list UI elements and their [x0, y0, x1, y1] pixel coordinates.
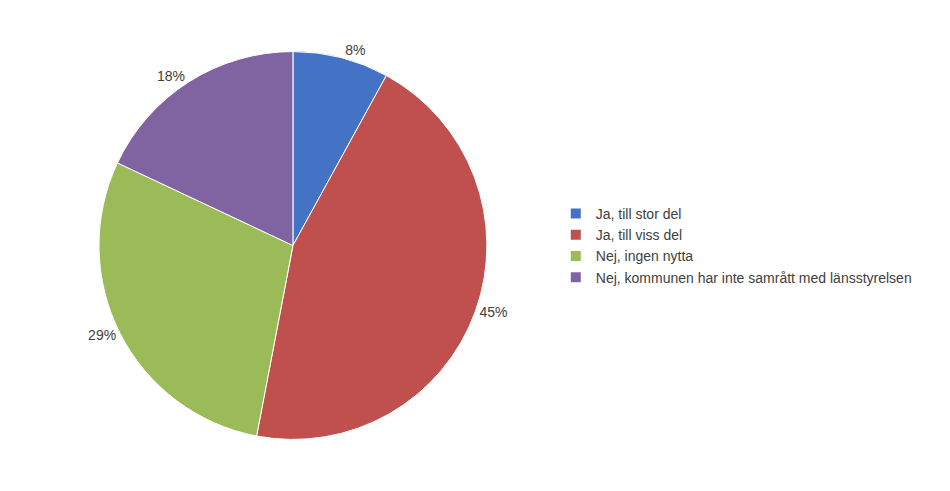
svg-text:8%: 8%	[345, 42, 365, 58]
svg-text:Ja, till stor del: Ja, till stor del	[596, 206, 682, 222]
svg-text:Ja, till viss del: Ja, till viss del	[596, 227, 682, 243]
svg-text:Nej, ingen nytta: Nej, ingen nytta	[596, 248, 693, 264]
svg-text:Nej, kommunen har inte samrått: Nej, kommunen har inte samrått med länss…	[596, 270, 912, 286]
svg-text:45%: 45%	[479, 304, 507, 320]
svg-text:18%: 18%	[157, 68, 185, 84]
svg-text:29%: 29%	[88, 327, 116, 343]
